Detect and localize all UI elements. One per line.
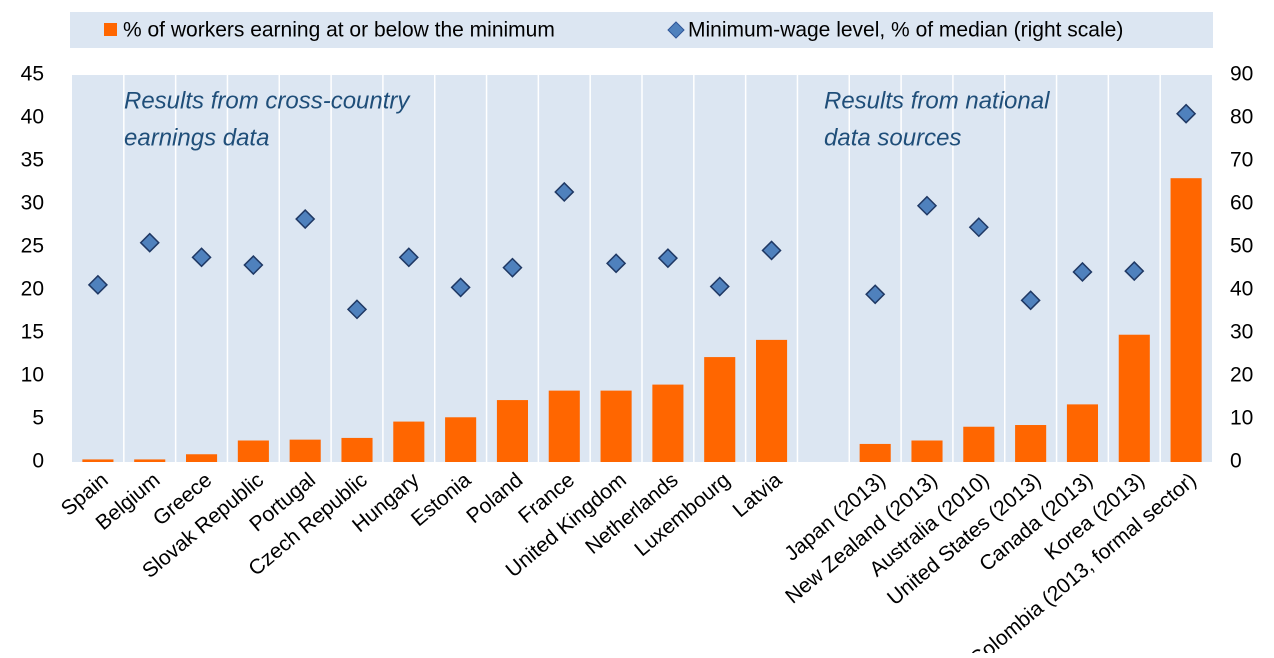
marker	[346, 299, 368, 320]
y-tick-label: 20	[21, 278, 44, 301]
x-tick-label: Estonia	[407, 468, 476, 531]
marker	[1072, 261, 1093, 283]
marker	[865, 284, 886, 305]
y-tick-label: 5	[32, 407, 44, 430]
bar	[496, 400, 528, 462]
legend-swatch	[667, 21, 685, 39]
marker	[606, 253, 627, 274]
y-tick-label: 30	[21, 192, 44, 215]
bar	[393, 421, 425, 462]
marker	[295, 208, 316, 230]
bar	[1118, 334, 1150, 462]
bar	[82, 459, 114, 462]
legend-box	[70, 12, 1213, 48]
marker	[1020, 290, 1041, 311]
marker	[398, 247, 419, 268]
bar	[134, 459, 166, 462]
y2-tick-label: 70	[1230, 149, 1253, 172]
bar	[963, 426, 995, 462]
bar	[341, 437, 373, 462]
marker	[139, 232, 160, 253]
annotation: earnings data	[124, 124, 269, 151]
bar	[548, 390, 580, 462]
marker	[502, 257, 523, 278]
y-tick-label: 15	[21, 321, 44, 344]
marker	[554, 181, 575, 203]
y-tick-label: 45	[21, 63, 44, 86]
x-tick-label: Latvia	[729, 468, 787, 522]
y-tick-label: 40	[21, 106, 44, 129]
marker	[450, 277, 471, 298]
y-tick-label: 25	[21, 235, 44, 258]
marker	[657, 248, 678, 269]
marker	[191, 247, 212, 268]
y-tick-label: 10	[21, 364, 44, 387]
annotation: data sources	[824, 124, 961, 151]
annotation: Results from cross-country	[124, 87, 411, 114]
marker	[1176, 103, 1197, 124]
y2-tick-label: 90	[1230, 63, 1253, 86]
bar	[859, 443, 891, 462]
y2-tick-label: 0	[1230, 450, 1242, 473]
marker	[968, 217, 989, 238]
y2-tick-label: 60	[1230, 192, 1253, 215]
marker	[761, 240, 782, 261]
bar	[1015, 425, 1047, 462]
bar	[1066, 404, 1098, 462]
annotation: Results from national	[824, 87, 1050, 114]
y2-tick-label: 50	[1230, 235, 1253, 258]
y2-tick-label: 10	[1230, 407, 1253, 430]
marker	[1124, 261, 1145, 282]
bar	[600, 390, 632, 462]
marker	[87, 274, 108, 295]
marker	[916, 195, 938, 216]
bar	[445, 417, 477, 462]
y2-tick-label: 80	[1230, 106, 1253, 129]
marker	[709, 276, 730, 297]
y2-tick-label: 40	[1230, 278, 1253, 301]
y2-tick-label: 30	[1230, 321, 1253, 344]
y-tick-label: 0	[32, 450, 44, 473]
legend-label: Minimum-wage level, % of median (right s…	[688, 19, 1123, 42]
x-tick-label: Poland	[462, 468, 527, 528]
legend-swatch	[104, 23, 117, 36]
bar	[186, 454, 218, 462]
bar	[289, 439, 321, 462]
bar	[652, 384, 684, 462]
bar	[1170, 178, 1202, 462]
y-tick-label: 35	[21, 149, 44, 172]
legend-label: % of workers earning at or below the min…	[123, 19, 555, 42]
bar	[756, 339, 788, 462]
bar	[911, 440, 943, 462]
bar	[704, 357, 736, 462]
y2-tick-label: 20	[1230, 364, 1253, 387]
bar	[237, 440, 269, 462]
marker	[243, 254, 264, 276]
